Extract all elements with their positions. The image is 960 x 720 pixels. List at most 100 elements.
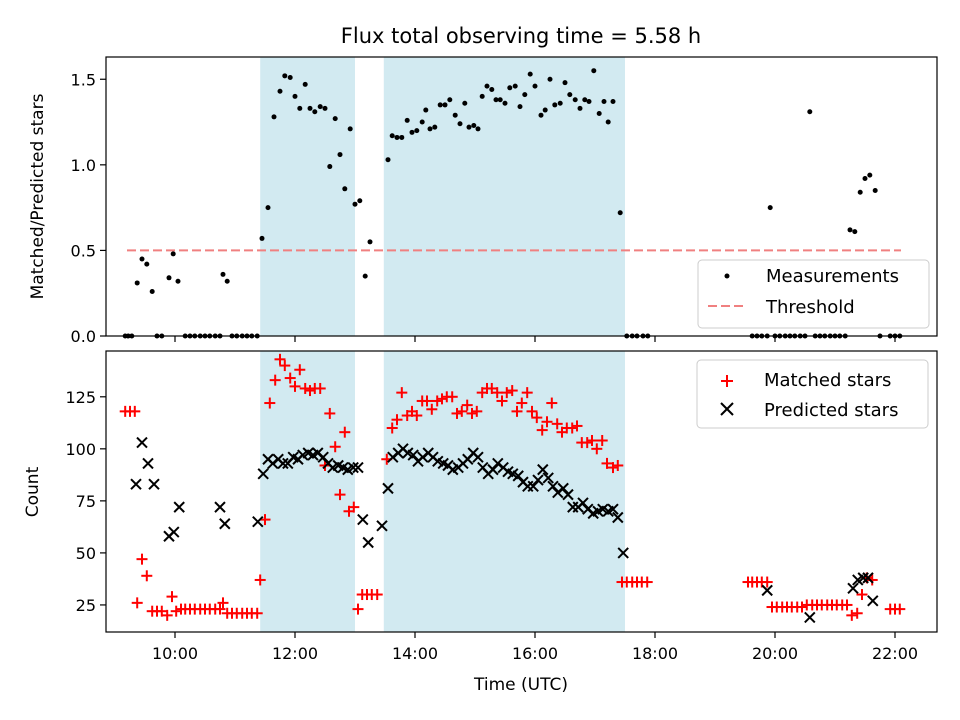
top-legend: Measurements Threshold <box>697 259 930 329</box>
matched-star-point <box>264 397 276 409</box>
predicted-star-point <box>382 482 394 495</box>
legend-threshold-label: Threshold <box>765 297 855 318</box>
measurement-point <box>342 186 348 192</box>
measurement-point <box>872 188 878 194</box>
legend-measurements-label: Measurements <box>766 266 899 287</box>
measurement-point <box>414 128 420 134</box>
matched-star-point <box>166 591 178 603</box>
measurement-point <box>605 119 611 125</box>
measurement-point <box>484 83 490 89</box>
predicted-star-point <box>219 518 231 530</box>
matched-star-point <box>294 364 306 376</box>
measurement-point <box>852 229 858 235</box>
predicted-star-point <box>537 463 549 476</box>
matched-star-point <box>421 395 433 407</box>
measurement-point <box>582 97 588 103</box>
matched-star-point <box>491 387 503 399</box>
measurement-point <box>591 68 597 74</box>
predicted-star-point <box>352 461 364 474</box>
x-axis-label: Time (UTC) <box>473 675 568 695</box>
predicted-star-point <box>562 488 574 501</box>
measurement-point <box>307 105 313 111</box>
top-y-tick-label: 0.5 <box>71 241 96 260</box>
bottom-y-ticks: 25 50 75 100 125 <box>65 388 106 615</box>
predicted-star-point <box>252 515 264 528</box>
matched-star-point <box>451 407 463 419</box>
measurement-point <box>847 227 853 233</box>
matched-star-point <box>334 489 346 501</box>
measurement-point <box>610 99 616 105</box>
measurement-point <box>507 85 513 91</box>
measurement-point <box>394 134 400 140</box>
predicted-star-point <box>136 436 148 449</box>
measurement-point <box>317 104 323 110</box>
measurement-point <box>617 210 623 216</box>
measurement-point <box>367 239 373 245</box>
top-axes-frame <box>105 56 938 337</box>
matched-star-point <box>371 589 383 601</box>
measurement-point <box>265 205 271 211</box>
predicted-star-point <box>277 457 289 470</box>
matched-star-point <box>324 407 336 419</box>
matched-star-point <box>541 416 553 428</box>
predicted-star-point <box>142 457 154 470</box>
legend-predicted-label: Predicted stars <box>764 400 898 421</box>
top-legend-box <box>697 259 930 329</box>
measurement-point <box>471 122 477 128</box>
matched-star-point <box>289 380 301 392</box>
x-tick-label: 20:00 <box>752 644 798 663</box>
legend-matched-marker <box>721 375 733 387</box>
measurement-point <box>522 92 528 98</box>
matched-star-point <box>426 403 438 415</box>
measurement-point <box>282 73 288 79</box>
bottom-y-tick-label: 50 <box>76 544 96 563</box>
predicted-star-point <box>847 582 859 594</box>
matched-star-point <box>141 570 153 582</box>
predicted-star-point <box>607 503 619 515</box>
measurement-point <box>302 81 308 87</box>
x-tick-label: 10:00 <box>152 644 198 663</box>
measurement-point <box>134 280 140 286</box>
predicted-star-point <box>487 463 499 476</box>
matched-star-point <box>796 601 808 613</box>
measurement-point <box>479 93 485 99</box>
measurement-point <box>547 76 553 82</box>
measurement-point <box>332 116 338 122</box>
measurement-point <box>466 124 472 130</box>
matched-star-point <box>161 609 173 621</box>
matched-star-point <box>279 360 291 372</box>
x-tick-label: 14:00 <box>392 644 438 663</box>
matched-star-point <box>431 395 443 407</box>
predicted-star-point <box>532 474 544 486</box>
predicted-star-point <box>862 572 874 584</box>
measurement-point <box>437 102 443 108</box>
x-tick-label: 22:00 <box>872 644 918 663</box>
x-tick-label: 16:00 <box>512 644 558 663</box>
measurement-point <box>347 126 353 132</box>
matched-star-point <box>446 391 458 403</box>
legend-measurements-marker <box>724 273 730 279</box>
top-axes: 0.0 0.5 1.0 1.5 Matched/Predicted stars Mea… <box>28 56 938 346</box>
matched-star-point <box>841 599 853 611</box>
matched-star-point <box>274 353 286 365</box>
x-tick-label: 18:00 <box>632 644 678 663</box>
bottom-y-axis-label: Count <box>23 466 43 517</box>
measurement-point <box>423 107 429 113</box>
matched-star-point <box>586 435 598 447</box>
measurement-point <box>552 102 558 108</box>
top-x-ticks <box>174 336 896 342</box>
predicted-star-point <box>362 536 374 549</box>
measurement-point <box>601 99 607 105</box>
matched-star-point <box>591 443 603 455</box>
measurement-point <box>287 75 293 81</box>
measurement-point <box>427 126 433 132</box>
matched-star-point <box>170 605 182 617</box>
x-tick-label: 12:00 <box>272 644 318 663</box>
measurement-point <box>271 114 277 120</box>
measurement-point <box>337 152 343 158</box>
matched-star-point <box>506 385 518 397</box>
matched-star-point <box>314 382 326 394</box>
legend-predicted-marker <box>720 402 734 416</box>
top-y-tick-label: 1.0 <box>71 156 96 175</box>
matched-star-point <box>511 405 523 417</box>
